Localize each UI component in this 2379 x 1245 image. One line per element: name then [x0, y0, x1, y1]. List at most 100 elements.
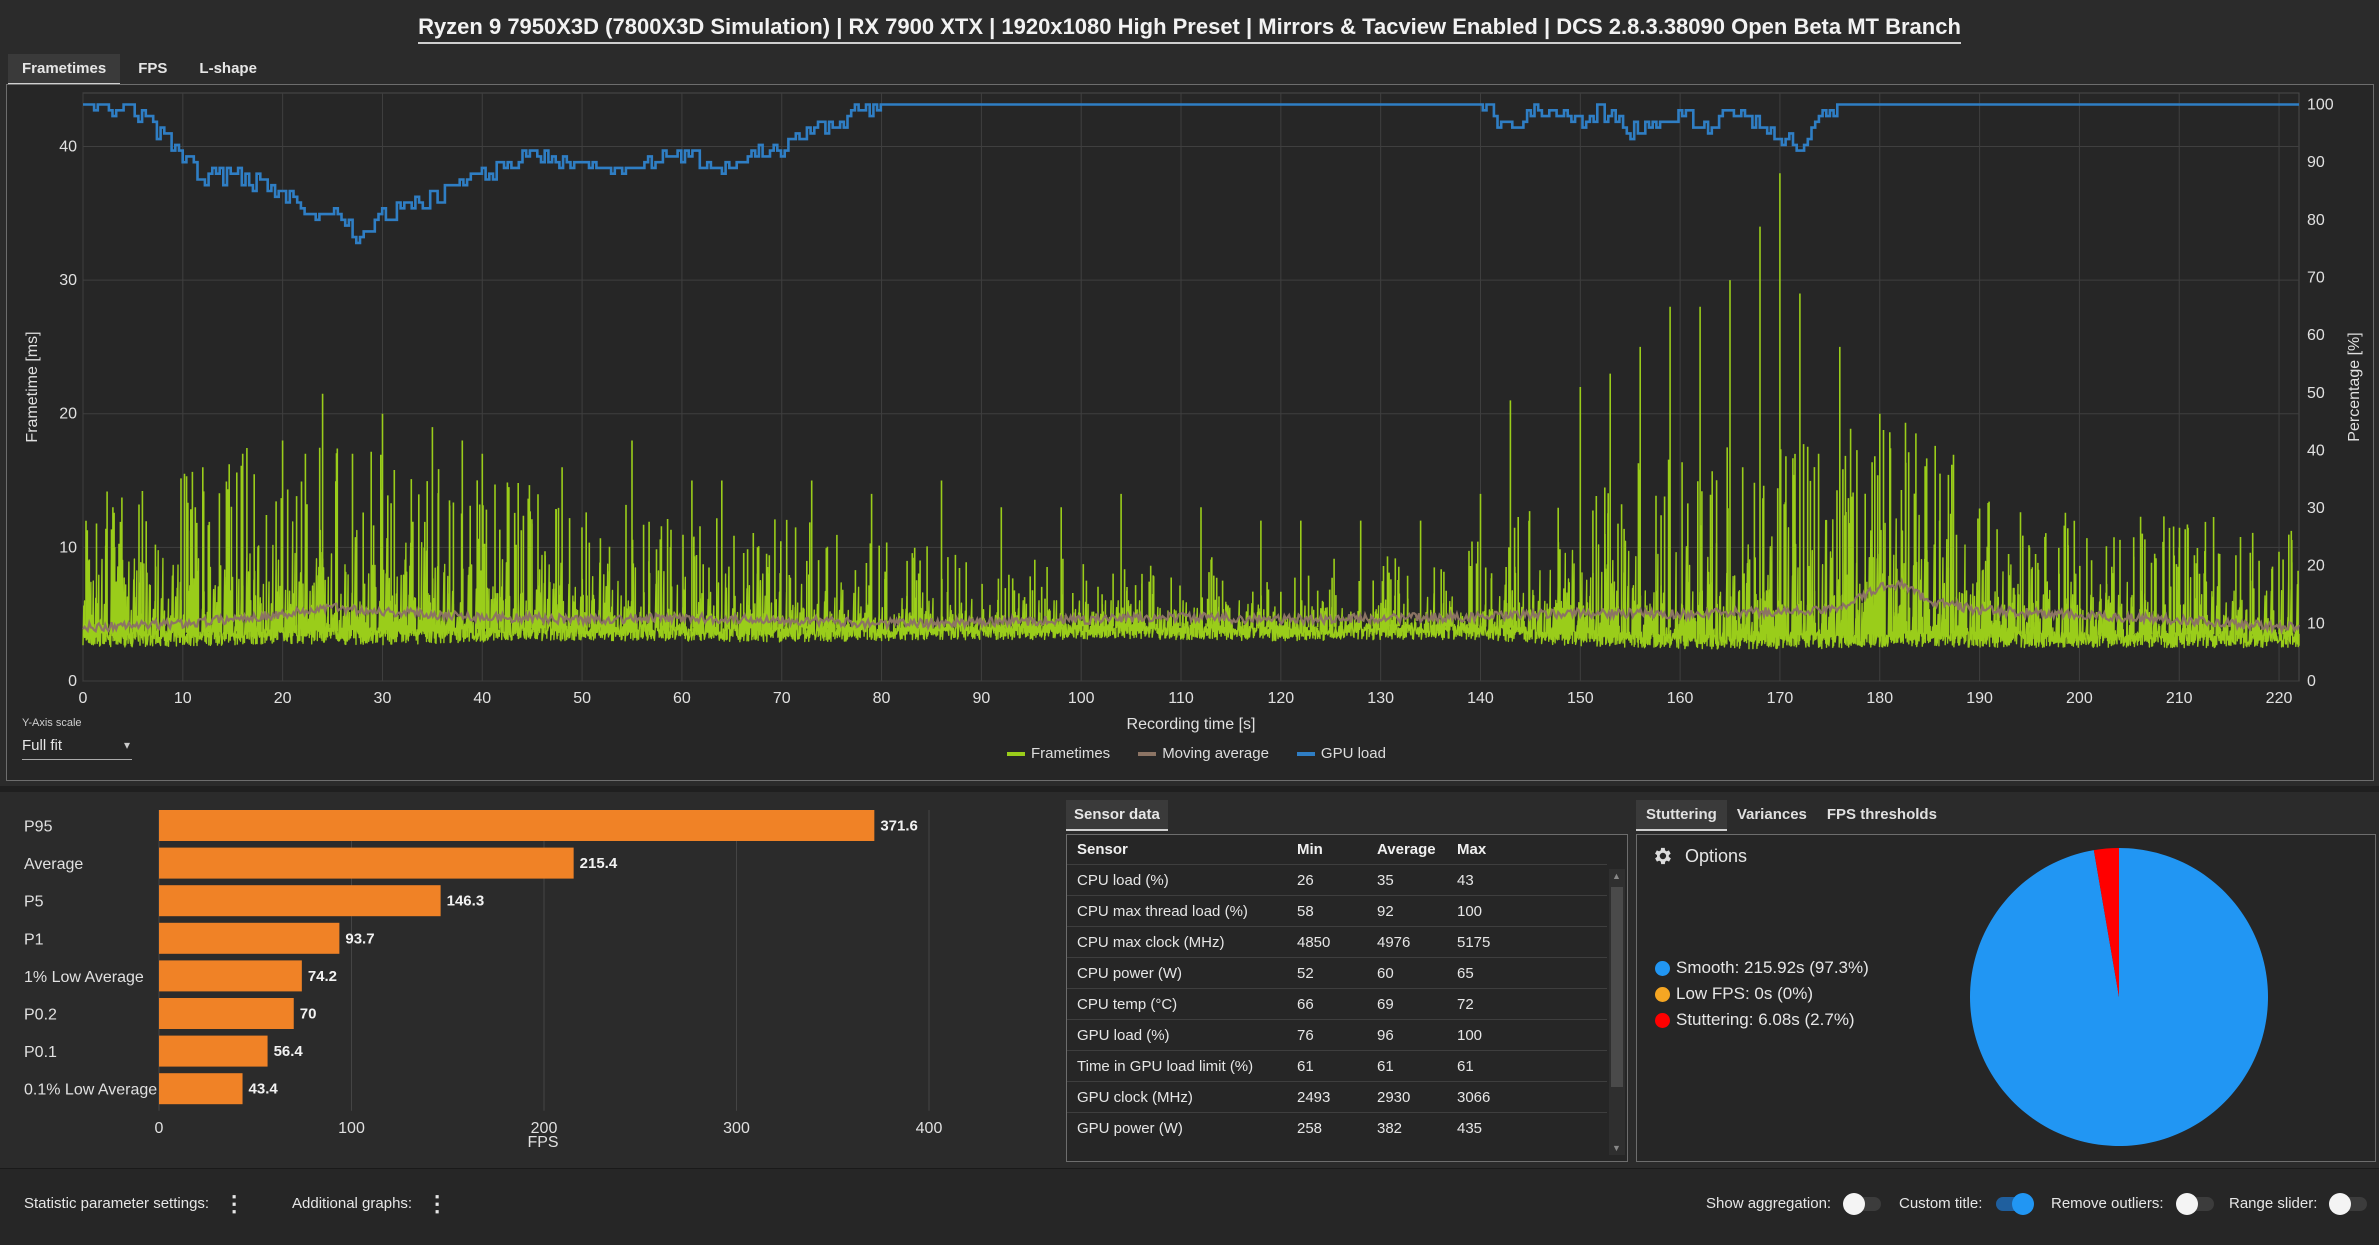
frametimes-series	[82, 511, 2300, 650]
scrollbar-thumb[interactable]	[1611, 887, 1623, 1087]
tab-variances[interactable]: Variances	[1736, 806, 1807, 823]
x-tick-label: 120	[1267, 690, 1294, 707]
bar	[159, 998, 294, 1029]
sensor-header[interactable]: Max	[1457, 841, 1487, 858]
table-row[interactable]: GPU clock (MHz) 2493 2930 3066	[1067, 1081, 1607, 1113]
legend-item-moving-average[interactable]: Moving average	[1138, 745, 1269, 762]
remove-outliers-toggle[interactable]	[2175, 1192, 2214, 1215]
sensor-header[interactable]: Sensor	[1077, 841, 1128, 858]
tab-stuttering[interactable]: Stuttering	[1636, 800, 1727, 831]
bar-x-tick-label: 0	[155, 1120, 164, 1137]
bar-category-label: P95	[24, 819, 53, 836]
table-row[interactable]: CPU max thread load (%) 58 92 100	[1067, 895, 1607, 927]
additional-graphs-label: Additional graphs:	[292, 1195, 413, 1212]
y-axis-scale-label: Y-Axis scale	[22, 717, 82, 729]
table-cell: 4976	[1367, 926, 1447, 958]
tab-fps[interactable]: FPS	[138, 60, 168, 77]
table-cell: 35	[1367, 864, 1447, 896]
plot-area	[82, 92, 2300, 682]
bar	[159, 1073, 243, 1105]
table-cell: 2930	[1367, 1081, 1447, 1113]
y-tick-label: 40	[59, 138, 77, 155]
y-axis-scale-value: Full fit	[22, 737, 63, 754]
table-row[interactable]: CPU max clock (MHz) 4850 4976 5175	[1067, 926, 1607, 958]
table-cell: Time in GPU load limit (%)	[1067, 1050, 1287, 1082]
x-axis-label: Recording time [s]	[1127, 716, 1256, 733]
y-axis-scale-select[interactable]: Full fit ▾	[22, 733, 132, 760]
more-vertical-icon[interactable]: ⋮	[223, 1190, 246, 1216]
range-slider-toggle[interactable]	[2329, 1192, 2368, 1215]
table-cell: 65	[1447, 957, 1607, 989]
bar-category-label: 0.1% Low Average	[24, 1082, 157, 1099]
y2-tick-label: 90	[2307, 154, 2325, 171]
y-tick-label: 0	[68, 673, 77, 690]
x-tick-label: 150	[1567, 690, 1594, 707]
table-cell: 61	[1367, 1050, 1447, 1082]
fps-statistics-panel: 0 100 200 300 400 FPS P95 371.6 Average 215.4 P5 14…	[0, 796, 1060, 1164]
x-tick-label: 80	[873, 690, 891, 707]
options-button[interactable]: Options	[1651, 845, 1747, 867]
show-aggregation-toggle[interactable]	[1843, 1192, 1882, 1215]
bar-value-label: 146.3	[447, 893, 485, 910]
legend-text: Stuttering: 6.08s (2.7%)	[1676, 1010, 1855, 1029]
sensor-header[interactable]: Average	[1377, 841, 1436, 858]
y2-tick-label: 10	[2307, 615, 2325, 632]
y2-tick-label: 100	[2307, 97, 2334, 114]
table-row[interactable]: CPU power (W) 52 60 65	[1067, 957, 1607, 989]
custom-title-label: Custom title:	[1899, 1195, 1983, 1212]
fps-statistics-chart: 0 100 200 300 400 FPS P95 371.6 Average 215.4 P5 14…	[24, 810, 942, 1151]
table-row[interactable]: CPU temp (°C) 66 69 72	[1067, 988, 1607, 1020]
table-cell: 96	[1367, 1019, 1447, 1051]
tab-l-shape[interactable]: L-shape	[199, 60, 257, 77]
x-tick-label: 0	[79, 690, 88, 707]
bar	[159, 885, 441, 917]
table-cell: GPU clock (MHz)	[1067, 1081, 1287, 1113]
table-cell: 26	[1287, 864, 1367, 896]
tab-sensor-data[interactable]: Sensor data	[1066, 800, 1168, 831]
sensor-header[interactable]: Min	[1297, 841, 1323, 858]
table-cell: 4850	[1287, 926, 1367, 958]
statistic-settings[interactable]: Statistic parameter settings: ⋮	[24, 1190, 246, 1216]
bar-category-label: P5	[24, 894, 44, 911]
additional-graphs[interactable]: Additional graphs: ⋮	[292, 1190, 449, 1216]
toggle-knob	[2175, 1192, 2198, 1215]
tab-frametimes[interactable]: Frametimes	[8, 54, 121, 85]
table-cell: 100	[1447, 895, 1607, 927]
table-cell: 435	[1447, 1112, 1607, 1143]
table-row[interactable]: Time in GPU load limit (%) 61 61 61	[1067, 1050, 1607, 1082]
scroll-up-icon[interactable]: ▲	[1612, 871, 1621, 881]
legend-dot	[1655, 960, 1670, 976]
sensor-header-row: Sensor Min Average Max	[1067, 835, 1607, 865]
legend-item-frametimes[interactable]: Frametimes	[1007, 745, 1110, 762]
bar-value-label: 215.4	[580, 855, 618, 872]
x-tick-label: 50	[573, 690, 591, 707]
sensor-scrollbar[interactable]: ▲ ▼	[1609, 869, 1625, 1155]
table-cell: 60	[1367, 957, 1447, 989]
legend-item-gpu-load[interactable]: GPU load	[1296, 745, 1386, 762]
x-tick-label: 40	[473, 690, 491, 707]
chart-title: Ryzen 9 7950X3D (7800X3D Simulation) | R…	[0, 14, 2379, 44]
bar-category-label: P1	[24, 931, 44, 948]
bar	[159, 847, 574, 879]
custom-title-toggle[interactable]	[1996, 1192, 2035, 1215]
table-row[interactable]: GPU load (%) 76 96 100	[1067, 1019, 1607, 1051]
pie-legend-stuttering: Stuttering: 6.08s (2.7%)	[1655, 1007, 1869, 1033]
x-tick-label: 60	[673, 690, 691, 707]
table-cell: 5175	[1447, 926, 1607, 958]
y2-tick-label: 30	[2307, 500, 2325, 517]
tab-fps-thresholds[interactable]: FPS thresholds	[1826, 806, 1937, 823]
legend-dot	[1655, 986, 1670, 1002]
table-row[interactable]: CPU load (%) 26 35 43	[1067, 864, 1607, 896]
bar-x-tick-label: 100	[338, 1120, 365, 1137]
toggle-knob	[2329, 1192, 2352, 1215]
stutter-tabs: Stuttering Variances FPS thresholds	[1636, 800, 1947, 831]
frametime-chart-panel: 0 10 20 30 40 50 60 70 80 90 100 110 120 130 140 150 160…	[6, 84, 2374, 781]
table-cell: 58	[1287, 895, 1367, 927]
legend-label: GPU load	[1320, 745, 1386, 762]
table-row[interactable]: GPU power (W) 258 382 435	[1067, 1112, 1607, 1143]
more-vertical-icon[interactable]: ⋮	[426, 1190, 449, 1216]
scroll-down-icon[interactable]: ▼	[1612, 1143, 1621, 1153]
show-aggregation-label: Show aggregation:	[1706, 1195, 1832, 1212]
y2-tick-label: 50	[2307, 385, 2325, 402]
bar	[159, 922, 340, 954]
